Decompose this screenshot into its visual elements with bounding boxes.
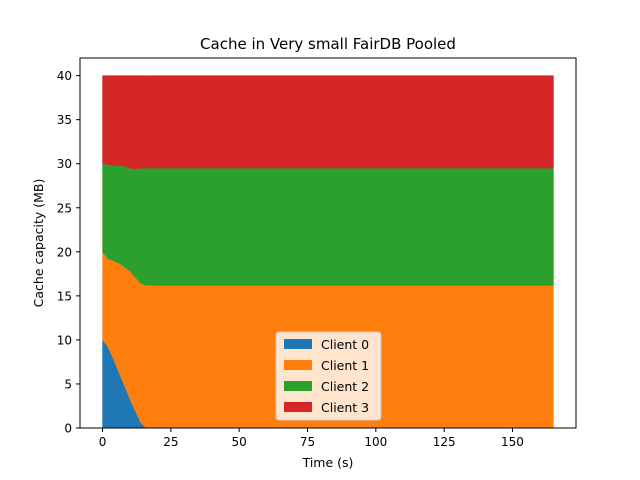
y-tick-label: 30	[57, 157, 72, 171]
y-tick-label: 20	[57, 245, 72, 259]
plot-frame	[79, 57, 577, 429]
x-tick-label: 150	[501, 435, 524, 449]
legend-box	[275, 331, 382, 421]
chart-title: Cache in Very small FairDB Pooled	[200, 35, 456, 53]
x-axis-label: Time (s)	[302, 455, 354, 470]
x-tick-label: 75	[300, 435, 315, 449]
legend-swatch	[284, 339, 312, 349]
legend-label: Client 1	[321, 358, 369, 373]
area-series-2	[102, 163, 554, 286]
legend-label: Client 2	[321, 379, 369, 394]
y-tick-label: 0	[64, 422, 72, 436]
y-tick-label: 15	[57, 289, 72, 303]
legend-label: Client 0	[321, 337, 369, 352]
y-tick-label: 40	[57, 69, 72, 83]
legend-swatch	[284, 402, 312, 412]
y-tick-label: 5	[64, 377, 72, 391]
x-axis-ticks: 0 25 50 75 100 125 150	[99, 428, 524, 449]
y-axis-label: Cache capacity (MB)	[31, 179, 46, 308]
x-tick-label: 50	[232, 435, 247, 449]
x-tick-label: 25	[163, 435, 178, 449]
y-axis-ticks: 0 5 10 15 20 25 30 35 40	[57, 69, 80, 436]
legend-swatch	[284, 360, 312, 370]
legend-swatch	[284, 381, 312, 391]
legend-label: Client 3	[321, 400, 369, 415]
x-tick-label: 0	[99, 435, 107, 449]
x-tick-label: 125	[433, 435, 456, 449]
area-series-3	[102, 75, 554, 170]
y-tick-label: 35	[57, 113, 72, 127]
y-tick-label: 25	[57, 201, 72, 215]
legend: Client 0 Client 1 Client 2 Client 3	[275, 331, 382, 421]
y-tick-label: 10	[57, 333, 72, 347]
x-tick-label: 100	[364, 435, 387, 449]
